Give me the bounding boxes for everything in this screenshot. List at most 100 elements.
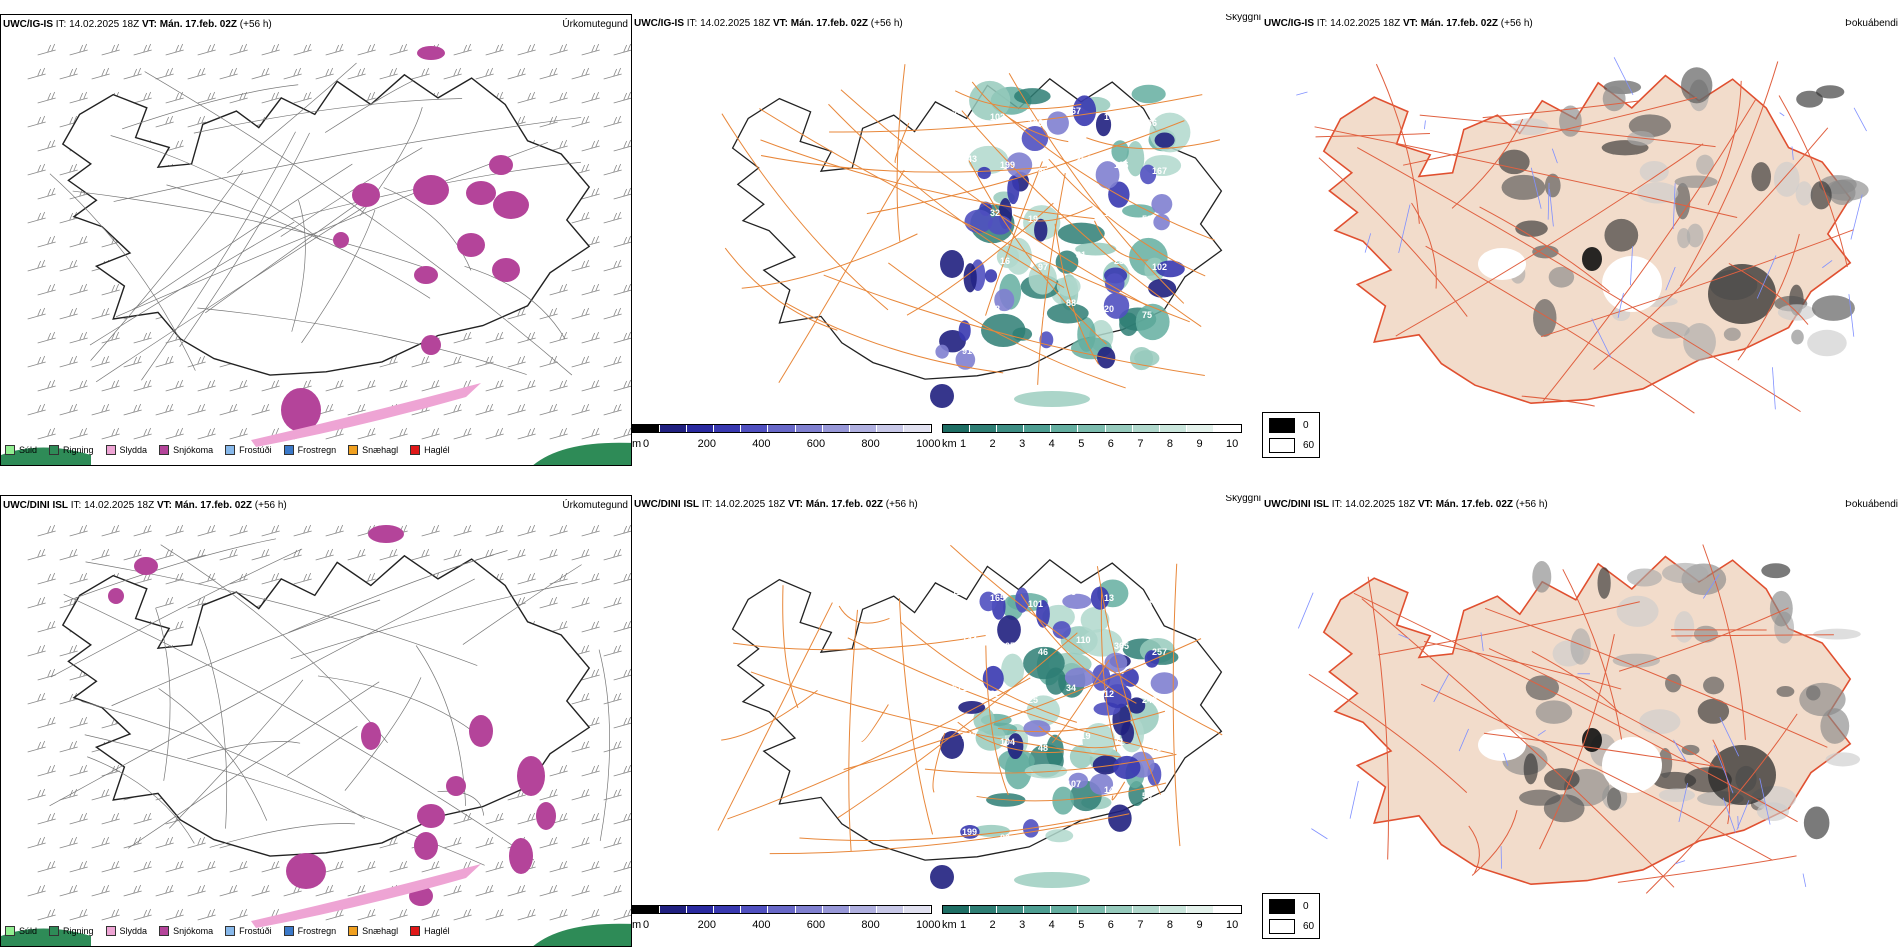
colorbar-unit: m [632, 919, 642, 931]
river [1759, 778, 1771, 825]
road [1645, 713, 1798, 894]
wind-barb [229, 908, 248, 921]
colorbar-swatch [970, 425, 998, 432]
glacier [1602, 256, 1662, 312]
low-cloud-area [1095, 161, 1120, 189]
wind-barb [485, 331, 504, 344]
road [141, 131, 296, 381]
wind-barb [613, 812, 631, 825]
wind-barb [539, 788, 558, 801]
snow-area [417, 804, 445, 828]
wind-barb [101, 524, 120, 537]
visibility-panel: UWC/IG-IS IT: 14.02.2025 18Z VT: Mán. 17… [632, 14, 1262, 466]
wind-barb [571, 115, 590, 128]
wind-barb [517, 572, 536, 585]
road [782, 585, 799, 709]
wind-barb [27, 163, 46, 176]
cloud-base-value: 144 [962, 635, 977, 645]
road [462, 564, 582, 645]
wind-barb [27, 211, 46, 224]
colorbar-tick-label: 3 [1019, 919, 1026, 931]
it-value: 14.02.2025 18Z [700, 18, 773, 29]
fog-black-value: 0 [1303, 420, 1309, 431]
colorbar-swatch [741, 425, 769, 432]
wind-barb [187, 67, 206, 80]
low-cloud-area [940, 731, 964, 759]
wind-barb [59, 788, 78, 801]
wind-barb [155, 884, 174, 897]
visibility-title: Skyggni [1225, 495, 1261, 504]
road [160, 544, 388, 744]
wind-barb [165, 139, 184, 152]
wind-barb [37, 91, 56, 104]
snow-area [509, 838, 533, 874]
wind-barb [197, 43, 216, 56]
colorbar-tick-label: 0 [643, 438, 650, 450]
wind-barb [69, 283, 88, 296]
wind-barb [571, 403, 590, 416]
roads [1314, 61, 1854, 414]
legend-label: Snjókoma [173, 445, 214, 455]
road [1778, 95, 1848, 268]
low-cloud-area [958, 320, 971, 342]
colorbar-swatch [822, 425, 850, 432]
vt-value: Mán. 17.feb. 02Z [1420, 18, 1501, 29]
wind-barb [549, 139, 568, 152]
wind-barb [443, 355, 462, 368]
legend-item: Rigning [49, 445, 94, 455]
fog-legend: 0 60 [1262, 893, 1320, 939]
road [721, 113, 889, 311]
road [95, 200, 375, 383]
wind-barb [27, 307, 46, 320]
snow-area [421, 335, 441, 355]
wind-barb [549, 379, 568, 392]
cloudbase-colorbar: m 0 200 400 600 800 1000 [632, 905, 940, 935]
fog-indicator-area [1681, 744, 1700, 756]
wind-barb [123, 884, 142, 897]
wind-barb [507, 884, 526, 897]
fog-indicator-area [1501, 174, 1546, 200]
it-value: 14.02.2025 18Z [1330, 18, 1403, 29]
wind-barb [37, 716, 56, 729]
it-label: IT: [686, 18, 701, 29]
road [1471, 809, 1518, 876]
fog-indicator-area [1525, 675, 1559, 701]
low-visibility-area [1075, 242, 1117, 256]
fog-indicator-area [1533, 299, 1557, 337]
colorbar-tick-label: 9 [1196, 438, 1203, 450]
wind-barb [347, 884, 366, 897]
wind-barb [581, 668, 600, 681]
wind-barb [613, 187, 631, 200]
road [1728, 263, 1809, 325]
wind-barb [581, 427, 600, 440]
wind-barb [485, 427, 504, 440]
road [111, 599, 381, 707]
river [1549, 189, 1554, 227]
wind-barb [507, 67, 526, 80]
colorbar-swatch [660, 906, 688, 913]
legend-label: Frostregn [297, 926, 337, 936]
wind-barb [613, 620, 631, 633]
legend-item: Rigning [49, 926, 94, 936]
wind-barb [613, 139, 631, 152]
wind-barb [549, 524, 568, 537]
wind-barb [165, 379, 184, 392]
river [1311, 828, 1328, 840]
road [1531, 651, 1622, 715]
low-visibility-area [998, 749, 1035, 773]
wind-barb [69, 524, 88, 537]
wind-barb [37, 908, 56, 921]
colorbar-swatch [768, 906, 796, 913]
cloud-base-value: 23 [1114, 256, 1124, 266]
wind-barb [571, 692, 590, 705]
wind-barb [37, 187, 56, 200]
road [1361, 598, 1675, 888]
wind-barb [37, 379, 56, 392]
legend-swatch [159, 445, 170, 455]
wind-barb [187, 596, 206, 609]
road [837, 632, 1078, 819]
road [1562, 569, 1623, 740]
river [1349, 780, 1359, 819]
fog-indicator-area [1674, 611, 1695, 643]
road [598, 649, 610, 841]
